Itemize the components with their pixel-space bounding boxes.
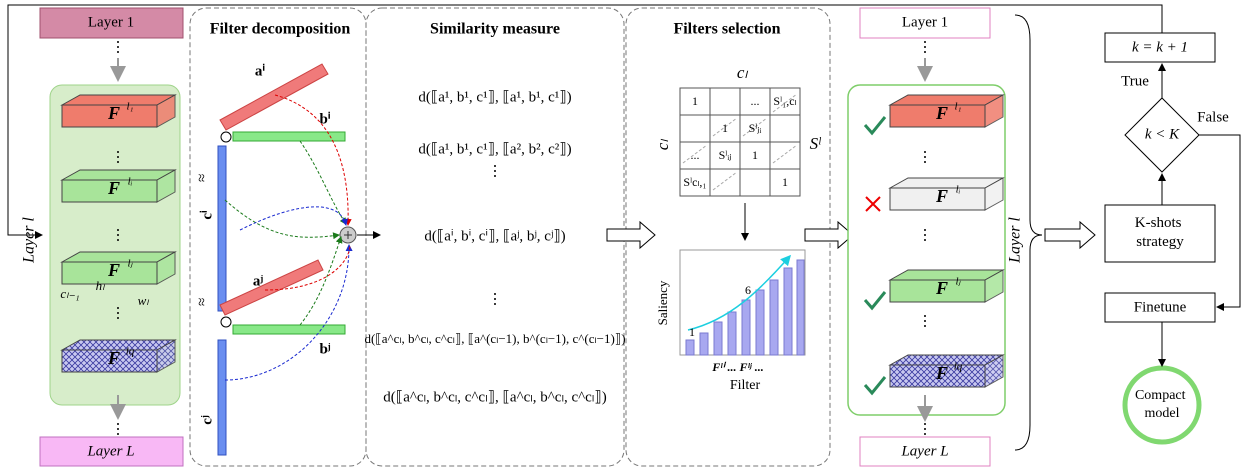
label: k < K xyxy=(1145,126,1180,142)
layer-box: Layer 1 xyxy=(902,14,948,30)
matrix-cell: ... xyxy=(751,94,760,108)
label: ⋮ xyxy=(111,421,126,437)
matrix-cell: Sˡcₗ,₁ xyxy=(683,175,706,189)
label: ⋮ xyxy=(111,305,126,321)
label: F xyxy=(107,260,120,280)
label: Sˡ xyxy=(810,134,822,153)
label: cₗ xyxy=(737,63,749,82)
layout xyxy=(7,4,1241,467)
label: ⋮ xyxy=(111,39,126,55)
label: ⋮ xyxy=(918,313,933,329)
label: F xyxy=(107,103,120,123)
label: Finetune xyxy=(1134,299,1187,315)
label: bⁱ xyxy=(319,111,330,127)
label: ⋮ xyxy=(918,421,933,437)
label: F xyxy=(935,278,948,298)
label: ⋮ xyxy=(918,227,933,243)
label: ⋮ xyxy=(111,227,126,243)
panel-title: Filter decomposition xyxy=(210,21,351,38)
label: lq xyxy=(954,361,963,373)
label: wₗ xyxy=(138,293,150,308)
matrix-cell: Sˡᵢⱼ xyxy=(719,148,732,162)
shape xyxy=(889,187,986,211)
matrix-cell: 1 xyxy=(782,175,788,189)
label: ⋮ xyxy=(488,163,503,179)
formula: d(⟦a^cₗ, b^cₗ, c^cₗ⟧, ⟦a^(cₗ−1), b^(cₗ−1… xyxy=(364,331,625,346)
label: F xyxy=(935,363,948,383)
label: ⋮ xyxy=(918,39,933,55)
label: l₁ xyxy=(955,101,962,113)
label: lᵢ xyxy=(956,184,961,196)
shape xyxy=(889,364,986,388)
label: cⁱ xyxy=(199,210,215,220)
label: hₗ xyxy=(96,278,106,293)
layer-box: Layer 1 xyxy=(88,14,134,30)
label: Fˡⁱ ... Fˡʲ ... xyxy=(711,360,763,374)
label: bʲ xyxy=(319,341,330,357)
label: True xyxy=(1121,73,1149,89)
label: Layer l xyxy=(1007,217,1024,264)
shape xyxy=(61,261,158,285)
formula: d(⟦a^cₗ, b^cₗ, c^cₗ⟧, ⟦a^cₗ, b^cₗ, c^cₗ⟧… xyxy=(383,389,606,405)
label: F xyxy=(107,178,120,198)
label: Compact model xyxy=(1135,388,1189,421)
label: ⋮ xyxy=(111,149,126,165)
label: lᵢ xyxy=(128,176,133,188)
matrix-cell: ... xyxy=(691,148,700,162)
label: lq xyxy=(126,346,135,358)
shape xyxy=(889,279,986,303)
layer-box: Layer L xyxy=(86,443,134,459)
matrix-cell: 1 xyxy=(752,148,758,162)
label: aʲ xyxy=(253,273,264,289)
label: aⁱ xyxy=(255,63,266,79)
panel-title: Similarity measure xyxy=(430,21,560,38)
label: cₗ xyxy=(653,139,672,151)
label: lⱼ xyxy=(128,258,134,270)
label: 6 xyxy=(745,283,751,297)
matrix-cell: Sˡ₁,cₗ xyxy=(773,94,796,108)
label: ≈ xyxy=(193,174,209,182)
label: cₗ₋₁ xyxy=(60,286,79,301)
panel-title: Filters selection xyxy=(673,21,780,38)
shape xyxy=(61,179,158,203)
shape xyxy=(889,104,986,128)
label: k = k + 1 xyxy=(1132,39,1188,55)
label: l₁ xyxy=(127,101,134,113)
label: K-shots strategy xyxy=(1135,215,1185,250)
label: Filter xyxy=(730,378,761,393)
label: 1 xyxy=(689,325,695,339)
formula: d(⟦a¹, b¹, c¹⟧, ⟦a¹, b¹, c¹⟧) xyxy=(418,89,571,105)
label: ⋮ xyxy=(488,291,503,307)
label: F xyxy=(935,186,948,206)
layer-box: Layer L xyxy=(900,443,948,459)
matrix-cell: 1 xyxy=(692,94,698,108)
label: F xyxy=(107,348,120,368)
label: ≈ xyxy=(193,298,209,306)
label: Saliency xyxy=(655,280,670,325)
label: False xyxy=(1197,109,1229,125)
label: lⱼ xyxy=(956,276,962,288)
label: ⋮ xyxy=(918,149,933,165)
formula: d(⟦aⁱ, bⁱ, cⁱ⟧, ⟦aʲ, bʲ, cʲ⟧) xyxy=(424,228,565,244)
shape xyxy=(61,349,158,373)
matrix-cell: Sˡⱼᵢ xyxy=(749,121,762,135)
label: Layer l xyxy=(21,217,38,264)
shape xyxy=(61,104,158,128)
formula: d(⟦a¹, b¹, c¹⟧, ⟦a², b², c²⟧) xyxy=(418,141,571,157)
label: cʲ xyxy=(199,415,215,425)
matrix-cell: 1 xyxy=(722,121,728,135)
label: F xyxy=(935,103,948,123)
